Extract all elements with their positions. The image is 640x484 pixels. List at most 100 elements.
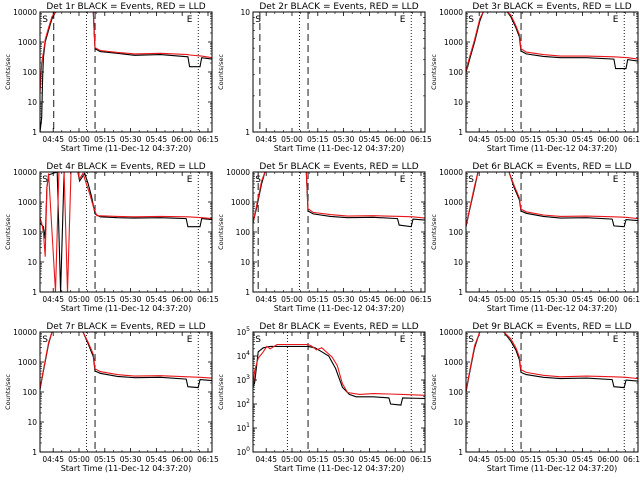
x-tick-label: 05:00	[281, 455, 303, 464]
y-axis-label: Counts/sec	[430, 214, 438, 250]
y-tick-label: 102	[237, 398, 251, 409]
interval-marker-S: S	[255, 15, 261, 25]
x-tick-label: 05:30	[546, 135, 568, 144]
y-tick-label: 1000	[444, 198, 463, 207]
x-tick-label: 06:15	[410, 455, 432, 464]
interval-marker-E: E	[400, 335, 406, 345]
y-tick-exponent: 2	[246, 398, 250, 405]
y-axis-label: Counts/sec	[217, 54, 225, 90]
x-axis-label: Start Time (11-Dec-12 04:37:20)	[487, 304, 618, 313]
y-tick-label: 1000	[18, 198, 37, 207]
x-tick-label: 05:45	[572, 295, 594, 304]
x-tick-label: 06:15	[623, 135, 640, 144]
series-line-lld	[466, 172, 638, 227]
y-tick-label: 10	[240, 8, 250, 17]
series-line-lld	[253, 172, 425, 224]
x-tick-label: 05:30	[120, 295, 142, 304]
x-tick-label: 04:45	[255, 295, 277, 304]
x-tick-label: 04:45	[255, 135, 277, 144]
x-tick-label: 05:15	[307, 455, 329, 464]
series-line-events	[253, 345, 425, 406]
interval-marker-E: E	[187, 335, 193, 345]
x-tick-label: 06:15	[197, 455, 219, 464]
y-tick-label: 10000	[13, 328, 37, 337]
x-tick-label: 06:00	[597, 135, 619, 144]
y-axis-label: Counts/sec	[4, 374, 12, 410]
y-tick-label: 100	[449, 68, 464, 77]
y-tick-exponent: 0	[246, 446, 250, 453]
y-tick-label: 10	[453, 98, 463, 107]
y-tick-label: 1000	[444, 358, 463, 367]
interval-marker-S: S	[255, 335, 261, 345]
x-tick-label: 05:45	[146, 295, 168, 304]
x-axis-label: Start Time (11-Dec-12 04:37:20)	[61, 464, 192, 473]
x-tick-label: 06:00	[597, 295, 619, 304]
series-line-lld	[40, 12, 212, 94]
x-axis-label: Start Time (11-Dec-12 04:37:20)	[487, 464, 618, 473]
x-tick-label: 06:00	[171, 455, 193, 464]
plot-frame	[465, 331, 639, 453]
x-tick-label: 05:15	[520, 295, 542, 304]
x-tick-label: 05:00	[68, 455, 90, 464]
y-tick-label: 1000	[231, 198, 250, 207]
x-tick-label: 04:45	[42, 455, 64, 464]
plot-frame	[465, 171, 639, 293]
y-tick-label: 1000	[444, 38, 463, 47]
y-tick-label: 1	[32, 448, 37, 457]
y-tick-label: 1	[32, 288, 37, 297]
y-tick-exponent: 4	[246, 350, 250, 357]
series-line-lld	[253, 343, 425, 396]
x-tick-label: 05:45	[146, 135, 168, 144]
y-tick-exponent: 3	[246, 374, 250, 381]
interval-marker-E: E	[613, 15, 619, 25]
series-line-lld	[40, 172, 212, 292]
interval-marker-E: E	[613, 335, 619, 345]
plot-frame	[465, 11, 639, 133]
x-axis-label: Start Time (11-Dec-12 04:37:20)	[61, 144, 192, 153]
y-tick-label: 10	[453, 418, 463, 427]
chart-panel: Det 4r BLACK = Events, RED = LLD Counts/s…	[4, 162, 219, 313]
x-tick-label: 06:15	[623, 295, 640, 304]
series-line-lld	[40, 332, 212, 389]
interval-marker-E: E	[400, 175, 406, 185]
x-axis-label: Start Time (11-Dec-12 04:37:20)	[487, 144, 618, 153]
chart-panel: Det 6r BLACK = Events, RED = LLD Counts/s…	[430, 162, 640, 313]
x-axis-label: Start Time (11-Dec-12 04:37:20)	[61, 304, 192, 313]
plot-frame	[39, 11, 213, 133]
series-line-events	[40, 12, 212, 132]
x-tick-label: 05:45	[359, 455, 381, 464]
y-axis-label: Counts/sec	[430, 54, 438, 90]
interval-marker-E: E	[187, 15, 193, 25]
chart-title: Det 7r BLACK = Events, RED = LLD	[46, 322, 205, 332]
x-tick-label: 05:45	[359, 135, 381, 144]
x-tick-label: 05:30	[546, 295, 568, 304]
chart-title: Det 4r BLACK = Events, RED = LLD	[46, 162, 205, 172]
y-tick-label: 100	[237, 446, 251, 457]
x-tick-label: 06:15	[197, 135, 219, 144]
y-tick-label: 10000	[13, 8, 37, 17]
x-tick-label: 04:45	[468, 455, 490, 464]
y-tick-label: 10	[453, 258, 463, 267]
y-tick-label: 10000	[439, 168, 463, 177]
interval-marker-E: E	[400, 15, 406, 25]
series-line-lld	[466, 12, 638, 73]
x-tick-label: 05:00	[68, 135, 90, 144]
x-tick-label: 05:45	[146, 455, 168, 464]
x-tick-label: 04:45	[42, 135, 64, 144]
x-tick-label: 05:15	[307, 295, 329, 304]
y-tick-label: 1000	[18, 38, 37, 47]
x-tick-label: 04:45	[468, 295, 490, 304]
y-tick-label: 10	[27, 98, 37, 107]
y-tick-label: 1000	[18, 358, 37, 367]
x-tick-label: 05:15	[520, 455, 542, 464]
y-tick-label: 100	[236, 228, 251, 237]
y-tick-label: 104	[237, 350, 251, 361]
x-tick-label: 05:15	[94, 135, 116, 144]
x-tick-label: 06:00	[171, 295, 193, 304]
y-tick-label: 10	[240, 258, 250, 267]
x-tick-label: 05:15	[520, 135, 542, 144]
x-tick-label: 06:15	[197, 295, 219, 304]
y-tick-label: 101	[237, 422, 251, 433]
y-tick-label: 1	[32, 128, 37, 137]
